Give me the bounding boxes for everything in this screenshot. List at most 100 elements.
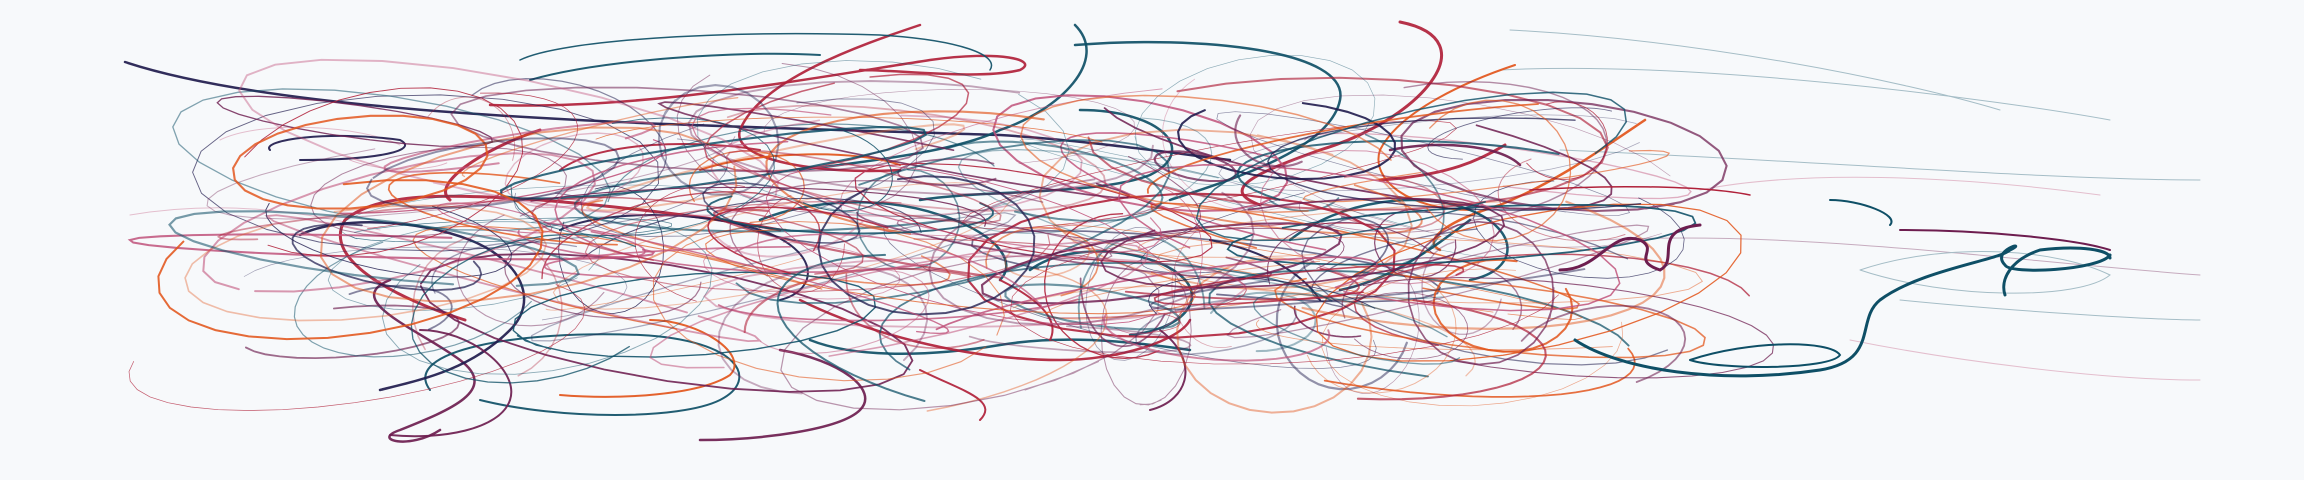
thin-loop-stroke: [531, 196, 864, 275]
bold-stroke: [424, 333, 741, 416]
thin-loop-stroke: [580, 98, 935, 237]
faint-stroke: [1499, 67, 2111, 121]
thin-loop-stroke: [1520, 304, 1687, 383]
thin-loop-stroke: [928, 178, 1255, 326]
thin-loop-stroke: [513, 138, 728, 227]
thin-loop-stroke: [1340, 216, 1390, 278]
thin-loop-stroke: [172, 88, 611, 231]
thin-loop-stroke: [980, 222, 1343, 305]
thin-loop-stroke: [216, 95, 494, 148]
thin-loop-stroke: [1103, 107, 1613, 210]
thin-loop-stroke: [1315, 203, 1742, 362]
thin-loop-stroke: [657, 84, 780, 196]
thin-loop-stroke: [1293, 305, 1362, 338]
thin-loop-stroke: [1275, 260, 1408, 391]
thin-loop-stroke: [1100, 197, 1506, 289]
thin-loop-stroke: [595, 116, 1103, 143]
bold-stroke: [918, 108, 1174, 202]
thin-loop-stroke: [926, 267, 1108, 412]
bold-stroke: [919, 369, 987, 421]
thin-loop-stroke: [1432, 258, 1574, 353]
thin-loop-stroke: [411, 234, 563, 377]
thin-loop-stroke: [1526, 101, 1608, 181]
thin-loop-stroke: [725, 149, 1002, 224]
teal-swirl: [1573, 244, 2112, 378]
thin-loop-stroke: [1306, 273, 1457, 394]
thin-loop-stroke: [543, 245, 792, 279]
plum-swirl: [1899, 229, 2111, 251]
thin-loop-stroke: [1019, 94, 1392, 214]
thin-loop-stroke: [1176, 257, 1373, 414]
thin-loop-stroke: [1427, 107, 1613, 160]
thin-loop-stroke: [1209, 291, 1317, 353]
thin-loop-stroke: [1140, 192, 1305, 274]
thin-loop-stroke: [510, 117, 775, 237]
thin-loop-stroke: [707, 206, 889, 274]
thin-loop-stroke: [1250, 94, 1671, 248]
bold-stroke: [699, 153, 901, 171]
bold-stroke: [1338, 218, 1472, 292]
thin-loop-stroke: [1114, 187, 1203, 335]
thin-loop-stroke: [1171, 227, 1232, 349]
thin-loop-stroke: [1323, 347, 1636, 398]
thin-loop-stroke: [1216, 111, 1631, 217]
thin-loop-stroke: [1497, 158, 1626, 242]
teal-swirl: [1829, 199, 1893, 226]
thin-loop-stroke: [367, 92, 579, 230]
thin-loop-stroke: [763, 88, 1135, 164]
thin-loop-stroke: [1234, 114, 1303, 168]
main-strokes: [123, 20, 1775, 443]
thin-loop-stroke: [1010, 222, 1559, 365]
bold-stroke: [268, 134, 407, 161]
thin-loop-stroke: [450, 86, 924, 173]
thin-loop-stroke: [856, 211, 1273, 280]
thin-loop-stroke: [765, 164, 1161, 326]
bold-stroke: [529, 52, 821, 81]
thin-loop-stroke: [1298, 201, 1475, 233]
thin-loop-stroke: [365, 137, 621, 209]
thin-loop-stroke: [168, 210, 580, 287]
thin-loop-stroke: [1208, 269, 1630, 378]
thin-loop-stroke: [1059, 132, 1327, 251]
thin-loop-stroke: [504, 132, 644, 209]
faint-stroke: [1899, 299, 2201, 321]
thin-loop-stroke: [436, 202, 553, 234]
thin-loop-stroke: [1421, 241, 1502, 335]
thin-loop-stroke: [554, 140, 931, 273]
thin-loop-stroke: [580, 199, 951, 286]
thin-loop-stroke: [582, 197, 922, 259]
thin-loop-stroke: [845, 273, 985, 350]
thin-loop-stroke: [1473, 180, 1685, 279]
thin-loop-stroke: [585, 123, 966, 212]
thin-loop-stroke: [1304, 132, 1692, 200]
bold-stroke: [1388, 143, 1522, 167]
thin-loop-stroke: [1148, 268, 1586, 311]
thin-loop-stroke: [128, 284, 586, 411]
thin-loop-stroke: [734, 233, 1042, 307]
thin-loop-stroke: [127, 233, 656, 261]
thin-loop-stroke: [456, 214, 605, 327]
thin-loop-stroke: [717, 265, 929, 395]
bold-stroke: [488, 54, 1027, 107]
thin-loop-stroke: [291, 223, 483, 292]
bold-stroke: [372, 278, 476, 443]
thin-loop-stroke: [552, 182, 1012, 310]
thin-loop-stroke: [1153, 263, 1465, 306]
thin-loop-stroke: [706, 195, 994, 235]
bold-stroke: [698, 348, 867, 442]
bold-stroke: [1240, 20, 1443, 207]
thin-loop-stroke: [512, 271, 877, 358]
thin-loop-stroke: [471, 77, 667, 199]
thin-loop-stroke: [1004, 236, 1091, 278]
thin-loop-stroke: [412, 225, 823, 330]
thin-loop-stroke: [348, 284, 453, 331]
crimson-swirl: [1529, 185, 1751, 196]
thin-loop-stroke: [1403, 80, 1608, 222]
thin-loop-stroke: [1153, 150, 1238, 183]
thin-loop-stroke: [817, 175, 1036, 316]
thin-loop-stroke: [1267, 117, 1642, 211]
thin-loop-stroke: [1362, 276, 1775, 379]
right-swirls: [1529, 185, 2112, 378]
bold-stroke: [559, 319, 736, 398]
